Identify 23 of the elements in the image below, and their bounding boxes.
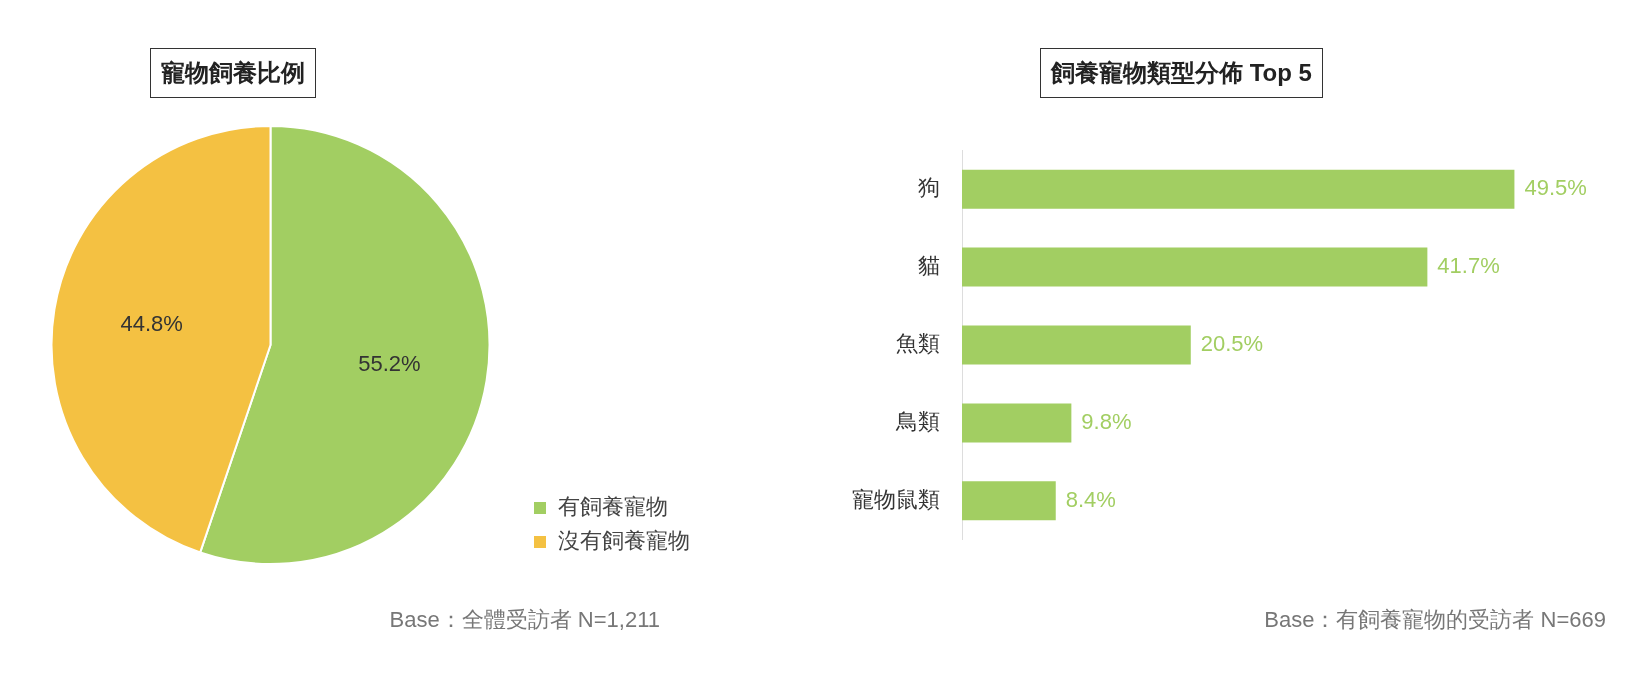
y-tick-label: 貓 xyxy=(918,253,940,279)
y-tick-label: 狗 xyxy=(918,175,940,201)
data-label: 55.2% xyxy=(358,350,421,376)
bar xyxy=(962,325,1191,365)
y-tick-label: 寵物鼠類 xyxy=(852,486,940,512)
data-label: 41.7% xyxy=(1437,253,1500,279)
bar xyxy=(962,169,1515,209)
data-label: 8.4% xyxy=(1065,486,1116,512)
data-label: 9.8% xyxy=(1081,408,1132,434)
chart-title: 寵物飼養比例 xyxy=(150,48,316,98)
legend-label: 有飼養寵物 xyxy=(558,494,668,520)
legend-label: 沒有飼養寵物 xyxy=(558,528,690,554)
y-tick-label: 魚類 xyxy=(896,331,940,357)
bar xyxy=(962,247,1428,287)
bar xyxy=(962,481,1056,521)
bar xyxy=(962,403,1072,443)
data-label: 49.5% xyxy=(1524,175,1587,201)
chart-title: 飼養寵物類型分佈 Top 5 xyxy=(1040,48,1323,98)
data-label: 20.5% xyxy=(1200,331,1264,357)
y-tick-label: 鳥類 xyxy=(895,408,940,434)
text: Base：有飼養寵物的受訪者 N=669 xyxy=(1264,606,1606,634)
data-label: 44.8% xyxy=(120,311,183,337)
text: Base：全體受訪者 N=1,211 xyxy=(389,606,660,634)
